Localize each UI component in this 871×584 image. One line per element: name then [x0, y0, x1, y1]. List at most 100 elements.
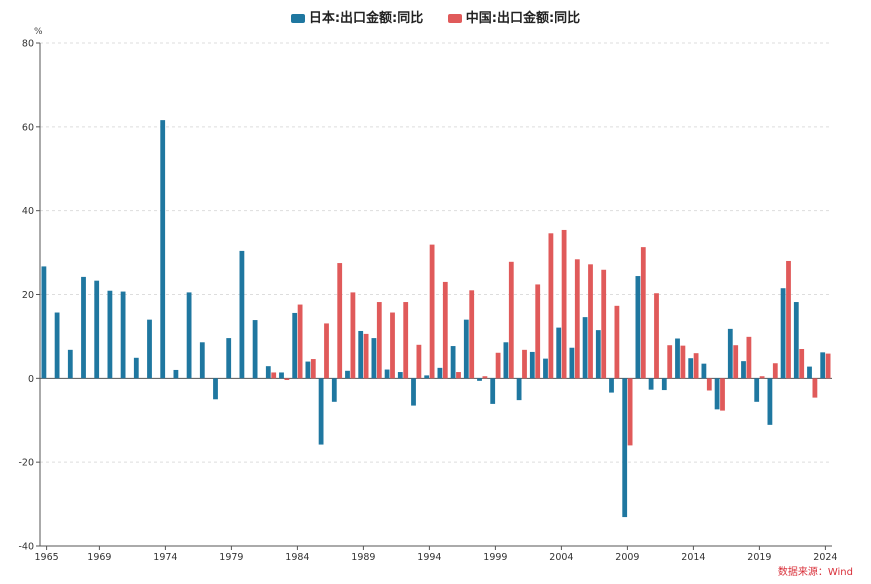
bar-china-1986	[324, 323, 329, 379]
bar-china-2022	[799, 348, 805, 379]
bar-china-2012	[667, 345, 673, 379]
bar-japan-2006	[582, 317, 588, 379]
bar-japan-2013	[675, 338, 680, 379]
bar-china-1995	[442, 281, 448, 379]
bar-japan-2022	[793, 302, 799, 379]
y-tick-label: -20	[18, 458, 34, 469]
bar-japan-1966	[54, 312, 60, 379]
bar-japan-1984	[292, 312, 298, 379]
bar-china-2004	[561, 229, 567, 379]
bar-china-2011	[654, 293, 659, 379]
bar-china-1983	[284, 378, 290, 381]
bar-japan-1998	[477, 378, 482, 381]
y-tick-label: 40	[22, 206, 34, 217]
y-tick-label: 80	[22, 39, 34, 50]
bar-japan-1968	[81, 276, 86, 379]
x-tick-label: 1984	[285, 552, 309, 563]
bar-japan-1985	[305, 361, 311, 379]
bar-japan-1982	[265, 366, 271, 379]
bar-china-1996	[456, 372, 461, 379]
bar-japan-1988	[345, 370, 350, 379]
y-tick-label: 0	[28, 374, 34, 385]
bar-japan-2002	[529, 351, 535, 379]
bar-china-2015	[706, 378, 712, 391]
bar-china-2000	[508, 261, 514, 379]
x-tick-label: 2009	[615, 552, 639, 563]
bar-china-1993	[416, 344, 422, 379]
bar-china-2024	[825, 353, 831, 379]
bar-china-1992	[403, 302, 409, 379]
bar-japan-2001	[516, 378, 522, 401]
x-tick-label: 1974	[153, 552, 177, 563]
bar-china-1988	[350, 292, 356, 379]
bar-china-1987	[337, 263, 343, 379]
bar-japan-1983	[279, 372, 284, 379]
bar-japan-2011	[648, 378, 654, 390]
bar-japan-1989	[358, 330, 364, 379]
bar-japan-2020	[767, 378, 773, 425]
y-tick-label: 20	[22, 290, 34, 301]
x-tick-label: 1989	[351, 552, 375, 563]
bar-china-2005	[574, 259, 580, 379]
bar-japan-2017	[727, 328, 733, 379]
x-tick-label: 2024	[813, 552, 837, 563]
bar-japan-2019	[754, 378, 760, 402]
bar-china-2007	[601, 269, 607, 379]
legend-swatch-china	[447, 14, 462, 23]
bar-china-1997	[469, 290, 475, 379]
bar-china-2006	[588, 264, 593, 379]
bar-china-2019	[759, 376, 765, 379]
bar-china-2010	[640, 247, 646, 379]
bar-japan-2004	[556, 327, 562, 379]
bar-china-2008	[614, 305, 620, 379]
bar-japan-1965	[41, 266, 47, 379]
bar-china-1998	[482, 376, 488, 379]
bar-japan-1996	[450, 346, 456, 379]
x-tick-label: 2014	[681, 552, 705, 563]
bar-japan-2010	[635, 276, 641, 379]
legend-label-china: 中国:出口金额:同比	[465, 11, 581, 26]
bar-china-2009	[627, 378, 633, 446]
bar-japan-1997	[463, 319, 469, 379]
bar-japan-2007	[595, 330, 601, 379]
bar-japan-2014	[688, 358, 694, 379]
bar-china-1991	[390, 312, 395, 379]
bar-japan-2015	[701, 363, 707, 379]
x-tick-label: 1979	[219, 552, 243, 563]
bar-japan-2023	[807, 366, 812, 379]
bar-china-2002	[535, 284, 541, 379]
legend-item-china[interactable]: 中国:出口金额:同比	[447, 7, 581, 26]
x-tick-label: 1965	[35, 552, 59, 563]
bar-japan-2009	[622, 378, 628, 518]
bar-china-1994	[429, 244, 435, 379]
bar-japan-1993	[411, 378, 416, 406]
bar-japan-2003	[543, 358, 548, 379]
bar-japan-1999	[490, 378, 496, 404]
bar-japan-1972	[133, 357, 139, 379]
legend-item-japan[interactable]: 日本:出口金额:同比	[290, 7, 424, 26]
legend-label-japan: 日本:出口金额:同比	[308, 11, 424, 26]
bar-japan-1978	[213, 378, 218, 400]
bar-japan-1973	[147, 319, 152, 379]
bar-china-2013	[680, 345, 686, 379]
y-axis-unit: %	[34, 27, 43, 37]
bar-japan-1991	[384, 369, 390, 379]
bar-japan-1974	[160, 120, 166, 379]
bar-japan-1979	[226, 338, 232, 379]
legend-swatch-japan	[290, 14, 305, 23]
bar-japan-2012	[661, 378, 667, 391]
bar-japan-2005	[569, 347, 575, 379]
bar-china-2020	[772, 363, 778, 379]
bar-china-2017	[733, 345, 739, 379]
y-tick-label: -40	[18, 542, 34, 553]
bar-china-2016	[720, 378, 725, 411]
bar-japan-2018	[741, 361, 746, 379]
bar-japan-2024	[820, 352, 826, 379]
x-tick-label: 1994	[417, 552, 441, 563]
bar-japan-2016	[714, 378, 720, 410]
bar-china-1984	[297, 304, 303, 379]
chart-legend: 日本:出口金额:同比 中国:出口金额:同比	[0, 7, 871, 26]
y-tick-label: 60	[22, 122, 34, 133]
bar-china-2003	[548, 233, 554, 379]
